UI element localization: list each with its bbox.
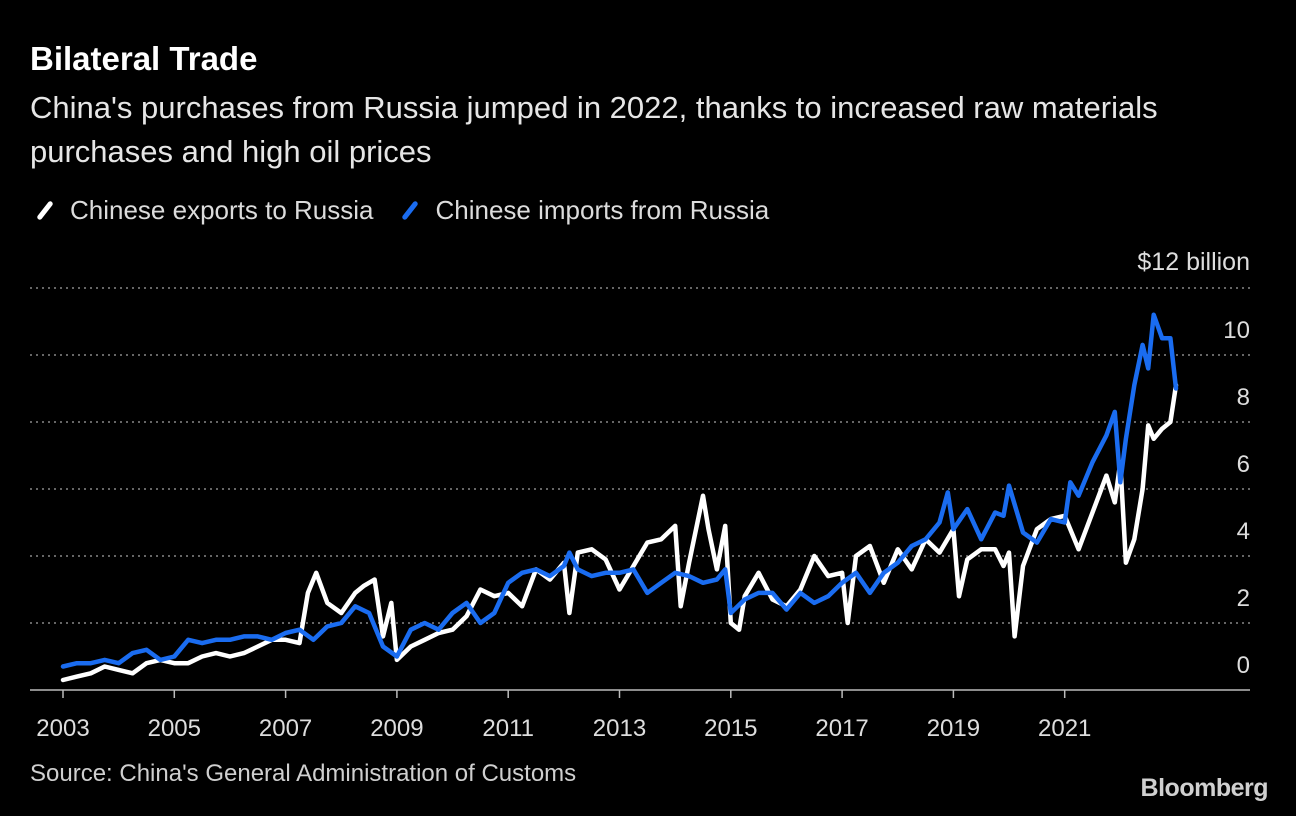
x-tick-label: 2009	[370, 715, 423, 742]
series-line-imports	[60, 312, 1179, 669]
series-lines	[60, 312, 1179, 683]
y-tick-label: 6	[1237, 451, 1250, 478]
source-note: Source: China's General Administration o…	[30, 760, 577, 787]
legend-label-exports: Chinese exports to Russia	[70, 195, 374, 225]
x-tick-label: 2003	[36, 715, 89, 742]
y-tick-label: 8	[1237, 384, 1250, 411]
grid-lines	[30, 287, 1250, 624]
y-tick-label: 4	[1237, 518, 1250, 545]
legend-item-exports: Chinese exports to Russia	[30, 195, 373, 226]
y-tick-label: 10	[1223, 317, 1250, 344]
chart-title: Bilateral Trade	[30, 40, 258, 77]
x-tick-label: 2005	[148, 715, 201, 742]
x-tick-label: 2011	[482, 715, 534, 742]
x-tick-label: 2017	[815, 715, 868, 742]
x-axis	[30, 689, 1250, 698]
x-tick-label: 2013	[593, 715, 646, 742]
y-tick-label: 0	[1237, 652, 1250, 679]
x-tick-label: 2019	[927, 715, 980, 742]
series-line-exports	[60, 382, 1179, 683]
x-tick-label: 2015	[704, 715, 757, 742]
chart-subtitle: China's purchases from Russia jumped in …	[30, 90, 1158, 169]
legend-item-imports: Chinese imports from Russia	[395, 195, 769, 226]
y-axis-unit-label: $12 billion	[1137, 248, 1250, 276]
legend-label-imports: Chinese imports from Russia	[435, 195, 770, 225]
y-tick-label: 2	[1237, 585, 1250, 612]
x-tick-label: 2007	[259, 715, 312, 742]
chart-legend: Chinese exports to Russia Chinese import…	[30, 195, 791, 226]
bloomberg-logo: Bloomberg	[1140, 774, 1269, 802]
x-tick-label: 2021	[1038, 715, 1091, 742]
tick-labels: 2003 2005 2007 2009 2011 2013 2015 2017 2019 2021…	[36, 248, 1250, 742]
